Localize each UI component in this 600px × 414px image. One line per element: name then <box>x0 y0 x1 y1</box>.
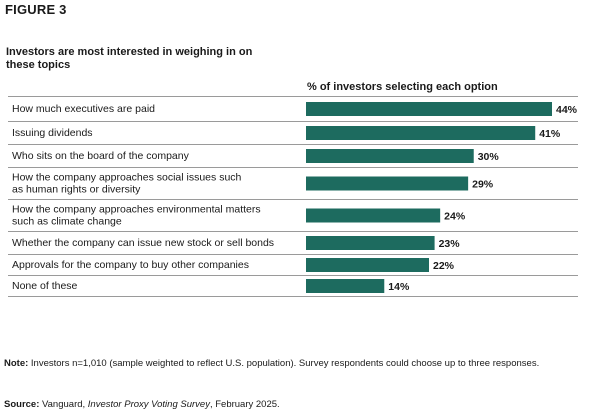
source-pre: Vanguard, <box>39 399 88 410</box>
chart-source: Source: Vanguard, Investor Proxy Voting … <box>4 399 280 410</box>
bar <box>306 236 435 250</box>
x-axis-title: % of investors selecting each option <box>307 81 498 93</box>
category-label: How much executives are paid <box>12 103 155 115</box>
category-label: Approvals for the company to buy other c… <box>12 259 249 271</box>
figure-label: FIGURE 3 <box>5 2 67 17</box>
source-post: , February 2025. <box>209 399 280 410</box>
bar <box>306 126 536 140</box>
category-label: Whether the company can issue new stock … <box>12 237 274 249</box>
category-label: None of these <box>12 280 78 292</box>
category-label: Who sits on the board of the company <box>12 150 190 162</box>
source-title: Investor Proxy Voting Survey <box>87 399 210 410</box>
category-label: such as climate change <box>12 216 122 228</box>
source-label: Source: <box>4 399 40 410</box>
value-label: 41% <box>539 128 561 140</box>
value-label: 44% <box>556 104 578 116</box>
bar <box>306 208 441 223</box>
value-label: 30% <box>478 151 500 163</box>
value-label: 23% <box>439 238 461 250</box>
chart-note: Note: Investors n=1,010 (sample weighted… <box>4 357 564 370</box>
bar <box>306 102 552 116</box>
bar <box>306 279 385 293</box>
bar <box>306 149 474 163</box>
value-label: 29% <box>472 179 494 191</box>
category-label: as human rights or diversity <box>12 184 141 196</box>
category-label: How the company approaches environmental… <box>12 204 261 216</box>
note-text: Investors n=1,010 (sample weighted to re… <box>28 358 540 369</box>
bar-chart: How much executives are paid 44% Issuing d… <box>8 96 578 297</box>
note-label: Note: <box>4 358 29 369</box>
bar <box>306 176 469 191</box>
value-label: 22% <box>433 260 455 272</box>
bar <box>306 258 429 272</box>
chart-title: Investors are most interested in weighin… <box>6 46 253 71</box>
value-label: 14% <box>388 281 410 293</box>
category-label: Issuing dividends <box>12 127 93 139</box>
category-label: How the company approaches social issues… <box>12 172 242 184</box>
value-label: 24% <box>444 211 466 223</box>
